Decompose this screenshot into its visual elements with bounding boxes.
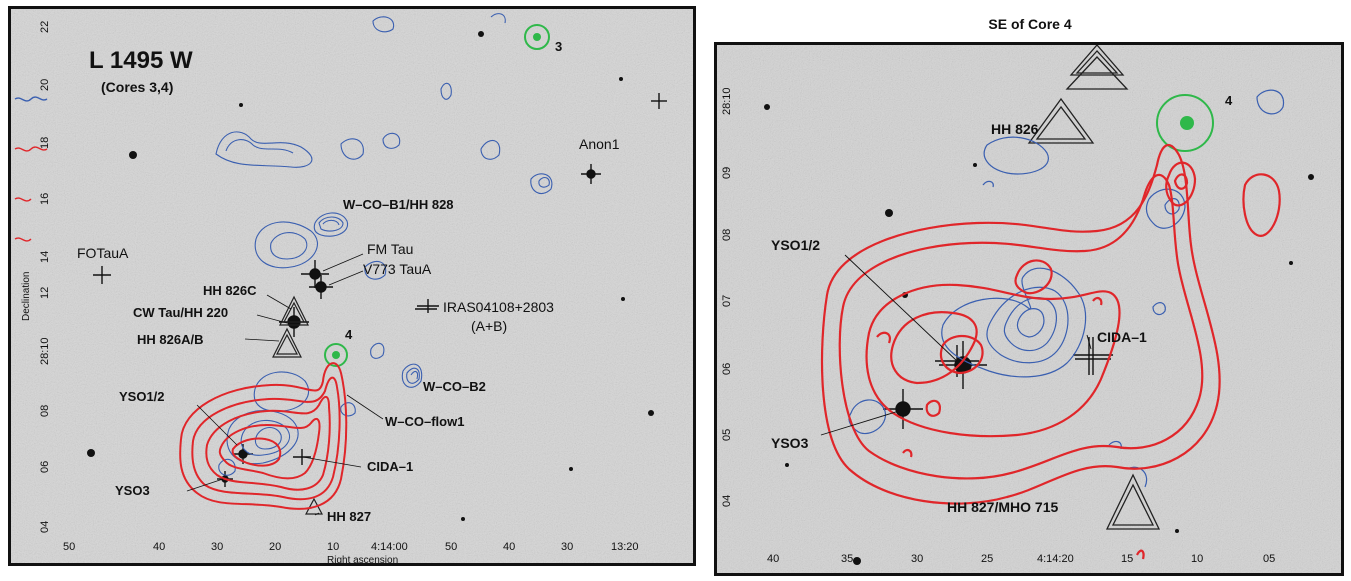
y-tick: 07 <box>721 294 733 307</box>
red-contours <box>820 143 1281 560</box>
y-tick: 04 <box>721 494 733 507</box>
iras-ab-label: (A+B) <box>471 318 508 334</box>
x-tick: 20 <box>269 541 282 553</box>
cida1-label: CIDA–1 <box>1097 329 1147 345</box>
y-tick: 06 <box>39 460 51 473</box>
star-field <box>87 31 654 521</box>
y-axis-title: Declination <box>21 271 32 321</box>
core4-label: 4 <box>1225 93 1233 108</box>
sky-noise <box>11 9 693 563</box>
star-field <box>764 104 1314 565</box>
x-tick: 40 <box>153 541 166 553</box>
y-tick: 28:10 <box>721 87 733 115</box>
iras-label: IRAS04108+2803 <box>443 299 554 315</box>
y-tick: 08 <box>39 404 51 417</box>
y-tick: 28:10 <box>39 337 51 365</box>
anon1-label: Anon1 <box>579 136 620 152</box>
y-tick: 08 <box>721 228 733 241</box>
x-tick: 35 <box>841 553 854 565</box>
cwtau-label: CW Tau/HH 220 <box>133 305 229 320</box>
yso3-label: YSO3 <box>115 483 150 498</box>
core-markers <box>324 24 550 367</box>
x-tick: 50 <box>445 541 458 553</box>
left-panel-subtitle: (Cores 3,4) <box>101 79 174 95</box>
wcob1-label: W–CO–B1/HH 828 <box>343 197 454 212</box>
x-tick: 10 <box>327 541 340 553</box>
core4-label: 4 <box>345 327 353 342</box>
hh827-label: HH 827/MHO 715 <box>947 499 1059 515</box>
y-tick: 06 <box>721 362 733 375</box>
y-tick: 20 <box>39 78 51 91</box>
y-tick: 09 <box>721 166 733 179</box>
x-tick: 15 <box>1121 553 1134 565</box>
wcob2-label: W–CO–B2 <box>423 379 486 394</box>
y-tick: 14 <box>39 250 51 263</box>
hh827-label: HH 827 <box>327 509 372 524</box>
wcoflow1-label: W–CO–flow1 <box>385 414 465 429</box>
x-tick: 05 <box>1263 553 1276 565</box>
x-tick: 50 <box>63 541 76 553</box>
y-tick: 05 <box>721 428 733 441</box>
leader-lines <box>820 254 1092 436</box>
x-tick: 30 <box>911 553 924 565</box>
yso3-label: YSO3 <box>771 435 809 451</box>
y-tick: 04 <box>39 520 51 533</box>
red-contours <box>179 362 348 510</box>
leader-lines <box>186 253 384 516</box>
y-tick: 18 <box>39 136 51 149</box>
left-image-panel: L 1495 W (Cores 3,4) 3 4 Anon1 W–CO–B1/H… <box>8 6 696 566</box>
v773-label: V773 TauA <box>363 261 432 277</box>
right-panel-title: SE of Core 4 <box>988 16 1072 32</box>
y-tick: 22 <box>39 20 51 33</box>
yso12-label: YSO1/2 <box>119 389 165 404</box>
fmtau-label: FM Tau <box>367 241 414 257</box>
right-image-svg <box>717 45 1341 573</box>
cida1-label: CIDA–1 <box>367 459 414 474</box>
x-tick: 4:14:20 <box>1037 553 1074 565</box>
left-image-svg <box>11 9 693 563</box>
y-tick: 12 <box>39 286 51 299</box>
edge-markings <box>14 96 48 242</box>
x-tick: 4:14:00 <box>371 541 408 553</box>
core3-label: 3 <box>555 39 563 54</box>
hh826ab-label: HH 826A/B <box>137 332 204 347</box>
x-tick: 30 <box>561 541 574 553</box>
x-axis-title: Right ascension <box>327 555 399 566</box>
x-tick: 10 <box>1191 553 1204 565</box>
core-markers <box>1156 94 1214 152</box>
x-tick: 25 <box>981 553 994 565</box>
hh826-label: HH 826 <box>991 121 1039 137</box>
right-image-panel: HH 826 4 YSO1/2 CIDA–1 YSO3 HH 827/MHO 7… <box>714 42 1344 576</box>
fotau-label: FOTauA <box>77 245 129 261</box>
y-tick: 16 <box>39 192 51 205</box>
x-tick: 13:20 <box>611 541 639 553</box>
yso12-label: YSO1/2 <box>771 237 821 253</box>
hh-triangles <box>1027 45 1161 530</box>
x-tick: 40 <box>767 553 780 565</box>
left-panel-title: L 1495 W <box>89 47 193 74</box>
x-tick: 30 <box>211 541 224 553</box>
x-tick: 40 <box>503 541 516 553</box>
hh826c-label: HH 826C <box>203 283 257 298</box>
